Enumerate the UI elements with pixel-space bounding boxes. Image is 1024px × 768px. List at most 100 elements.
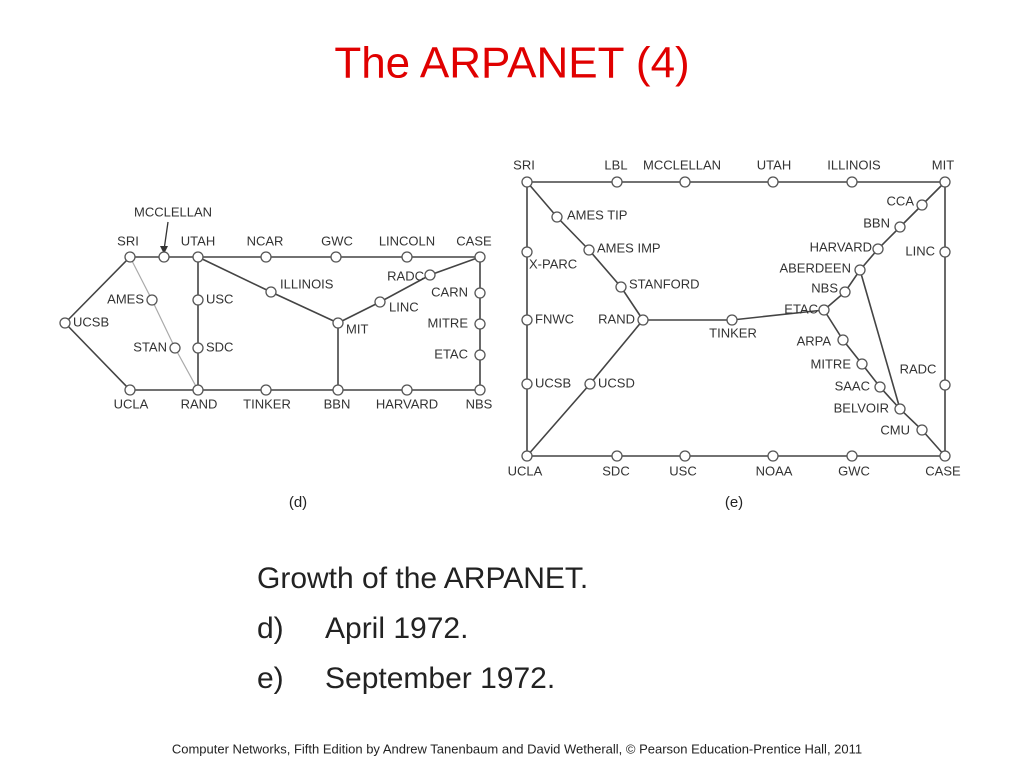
node (521, 176, 533, 188)
node (192, 384, 204, 396)
link (64, 322, 480, 391)
node (679, 450, 691, 462)
node-label: NBS (811, 280, 838, 295)
link (129, 256, 199, 391)
node (872, 243, 884, 255)
node-label: SDC (206, 339, 233, 354)
footer: Computer Networks, Fifth Edition by Andr… (172, 741, 862, 756)
node (192, 342, 204, 354)
node-label: AMES (107, 291, 144, 306)
node-label: RADC (900, 361, 937, 376)
node-label: CMU (880, 422, 910, 437)
node-label: NCAR (247, 233, 284, 248)
node-label: AMES TIP (567, 207, 627, 222)
node (726, 314, 738, 326)
node-label: MITRE (428, 315, 469, 330)
node (124, 251, 136, 263)
node (611, 176, 623, 188)
node-label: UCSD (598, 375, 635, 390)
node-label: STANFORD (629, 276, 700, 291)
node (583, 244, 595, 256)
node-label: UCLA (508, 463, 543, 478)
node (401, 384, 413, 396)
node-label: MCCLELLAN (643, 157, 721, 172)
node-label: LBL (604, 157, 627, 172)
link (64, 256, 131, 324)
node-label: MCCLELLAN (134, 204, 212, 219)
node-label: TINKER (243, 396, 291, 411)
node (939, 176, 951, 188)
arrow-head (160, 246, 168, 254)
node (474, 318, 486, 330)
node-label: RADC (387, 268, 424, 283)
node-label: RAND (598, 311, 635, 326)
node-label: ARPA (797, 333, 832, 348)
node-label: UCSB (73, 314, 109, 329)
node (874, 381, 886, 393)
node (521, 246, 533, 258)
node (474, 349, 486, 361)
node-label: ETAC (784, 301, 818, 316)
node-label: USC (669, 463, 696, 478)
node (521, 378, 533, 390)
node-label: SAAC (835, 378, 870, 393)
node (584, 378, 596, 390)
node-label: ILLINOIS (280, 276, 334, 291)
node-label: ETAC (434, 346, 468, 361)
node (265, 286, 277, 298)
node (158, 251, 170, 263)
node (611, 450, 623, 462)
link (337, 256, 481, 324)
node (424, 269, 436, 281)
node-label: HARVARD (376, 396, 438, 411)
node-label: AMES IMP (597, 240, 661, 255)
node-label: CASE (925, 463, 961, 478)
node (837, 334, 849, 346)
node (916, 199, 928, 211)
node-label: MITRE (811, 356, 852, 371)
node-label: MIT (932, 157, 954, 172)
node (939, 450, 951, 462)
node (474, 251, 486, 263)
node-label: GWC (321, 233, 353, 248)
item-text: September 1972. (325, 662, 555, 695)
node (856, 358, 868, 370)
node (818, 304, 830, 316)
node (615, 281, 627, 293)
caption-d: (d) (289, 494, 307, 511)
item-text: April 1972. (325, 612, 468, 645)
node (192, 294, 204, 306)
node-label: RAND (181, 396, 218, 411)
node (192, 251, 204, 263)
node (59, 317, 71, 329)
node-label: NOAA (756, 463, 793, 478)
node-label: USC (206, 291, 233, 306)
node-label: CCA (887, 193, 915, 208)
node (332, 317, 344, 329)
node (894, 403, 906, 415)
node (374, 296, 386, 308)
node-label: NBS (466, 396, 493, 411)
description-heading: Growth of the ARPANET. (257, 562, 588, 595)
item-marker: e) (257, 662, 284, 695)
node-label: SDC (602, 463, 629, 478)
node-label: UTAH (181, 233, 215, 248)
node (854, 264, 866, 276)
node-label: LINCOLN (379, 233, 435, 248)
node-label: FNWC (535, 311, 574, 326)
node (521, 314, 533, 326)
node-label: SRI (513, 157, 535, 172)
caption-e: (e) (725, 494, 743, 511)
node (767, 176, 779, 188)
node (521, 450, 533, 462)
node (474, 384, 486, 396)
node (551, 211, 563, 223)
node (169, 342, 181, 354)
node (846, 176, 858, 188)
node-label: LINC (389, 299, 419, 314)
node (260, 251, 272, 263)
node-label: UTAH (757, 157, 791, 172)
node-label: TINKER (709, 325, 757, 340)
